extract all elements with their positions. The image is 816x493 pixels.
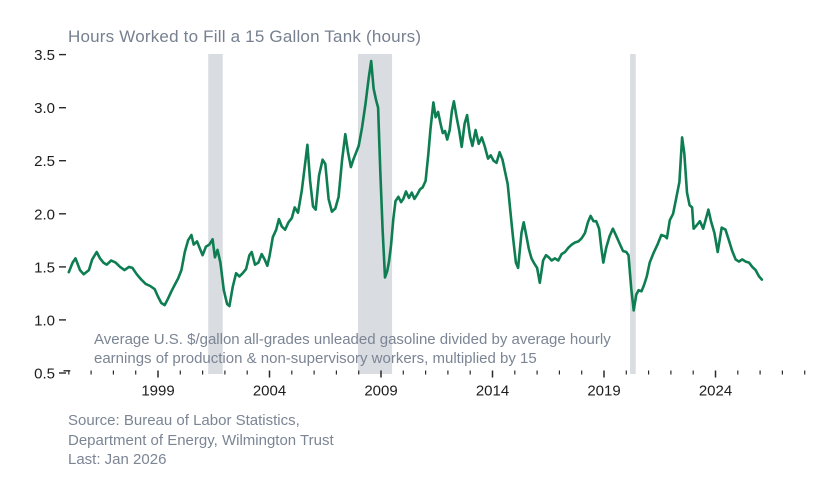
series-line bbox=[67, 59, 764, 312]
recession-band bbox=[208, 54, 223, 374]
recession-band bbox=[358, 54, 393, 374]
source-line-3: Last: Jan 2026 bbox=[68, 451, 167, 468]
y-tick-label: 3.5 bbox=[34, 47, 55, 64]
source-note: Source: Bureau of Labor Statistics, Depa… bbox=[68, 411, 334, 470]
y-tick-label: 2.5 bbox=[34, 153, 55, 170]
x-tick-label: 2009 bbox=[364, 383, 397, 400]
source-line-2: Department of Energy, Wilmington Trust bbox=[68, 431, 334, 449]
y-tick-label: 1.5 bbox=[34, 259, 55, 276]
annotation-line-1: Average U.S. $/gallon all-grades unleade… bbox=[94, 331, 611, 348]
chart-title: Hours Worked to Fill a 15 Gallon Tank (h… bbox=[68, 27, 422, 46]
x-tick-label: 2014 bbox=[476, 383, 509, 400]
x-tick-label: 1999 bbox=[141, 383, 174, 400]
y-tick-label: 0.5 bbox=[34, 366, 55, 383]
x-tick-label: 2024 bbox=[699, 383, 732, 400]
chart-annotation: Average U.S. $/gallon all-grades unleade… bbox=[94, 331, 611, 368]
x-tick-label: 2004 bbox=[253, 383, 286, 400]
y-tick-label: 3.0 bbox=[34, 100, 55, 117]
source-line-1: Source: Bureau of Labor Statistics, bbox=[68, 412, 300, 429]
y-tick-label: 2.0 bbox=[34, 206, 55, 223]
x-tick-label: 2019 bbox=[587, 383, 620, 400]
y-tick-label: 1.0 bbox=[34, 312, 55, 329]
annotation-line-2: earnings of production & non-supervisory… bbox=[94, 349, 537, 367]
recession-band bbox=[630, 54, 636, 374]
